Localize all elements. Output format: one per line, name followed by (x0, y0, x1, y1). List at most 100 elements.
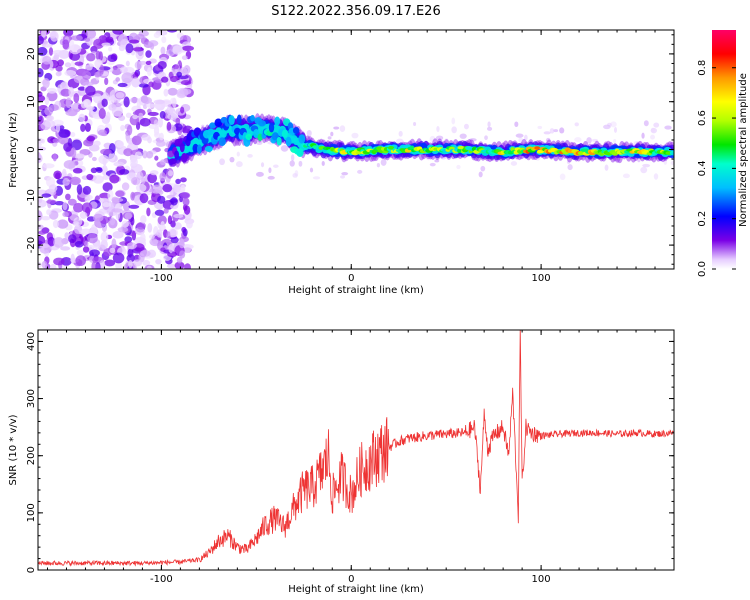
heatmap-cell (62, 201, 68, 211)
heatmap-cell (169, 228, 177, 238)
heatmap-cell (98, 197, 110, 203)
heatmap-cell (172, 64, 180, 70)
heatmap-cell (142, 97, 153, 104)
heatmap-noise-layer (38, 30, 674, 269)
heatmap-cell (480, 165, 486, 172)
heatmap-cell (63, 142, 73, 152)
heatmap-cell (96, 167, 103, 173)
heatmap-cell (306, 129, 312, 137)
heatmap-cell (436, 125, 440, 133)
heatmap-cell (296, 147, 304, 158)
heatmap-cell (88, 144, 100, 152)
heatmap-cell (53, 257, 65, 266)
heatmap-cell (161, 76, 169, 83)
heatmap-cell (355, 150, 363, 155)
heatmap-cell (204, 145, 213, 152)
heatmap-cell (170, 203, 179, 210)
heatmap-cell (133, 259, 143, 267)
heatmap-cell (176, 256, 183, 264)
heatmap-cell (120, 66, 128, 74)
heatmap-cell (94, 71, 101, 78)
heatmap-cell (398, 130, 403, 137)
heatmap-cell (121, 182, 130, 191)
heatmap-cell (111, 68, 122, 76)
heatmap-cell (48, 184, 58, 193)
figure-title: S122.2022.356.09.17.E26 (271, 4, 440, 19)
heatmap-cell (179, 191, 191, 199)
heatmap-cell (276, 136, 282, 146)
heatmap-cell (112, 30, 124, 35)
heatmap-cell (42, 78, 50, 89)
heatmap-cell (643, 120, 649, 127)
heatmap-cell (298, 134, 306, 144)
heatmap-cell (41, 215, 51, 221)
heatmap-cell (79, 148, 91, 156)
heatmap-cell (603, 124, 611, 130)
heatmap-cell (180, 80, 192, 86)
heatmap-cell (435, 135, 444, 141)
heatmap-cell (549, 128, 555, 134)
heatmap-cell (118, 115, 126, 122)
heatmap-cell (166, 30, 178, 33)
heatmap-cell (90, 224, 98, 235)
heatmap-cell (100, 148, 112, 155)
heatmap-cell (52, 153, 57, 162)
heatmap-cell (106, 95, 113, 101)
heatmap-cell (290, 154, 295, 162)
heatmap-cell (117, 82, 128, 88)
heatmap-cell (44, 120, 56, 128)
heatmap-cell (651, 127, 655, 133)
heatmap-cell (650, 134, 655, 140)
colorbar-tick-label: 0.4 (697, 160, 708, 176)
snr-ticks: -100 0 100 0 100 200 300 400 (26, 329, 675, 585)
heatmap-cell (157, 117, 163, 128)
heatmap-cell (84, 196, 91, 202)
heatmap-cell (52, 49, 64, 56)
heatmap-cell (153, 99, 165, 105)
heatmap-cell (148, 81, 154, 88)
heatmap-cell (55, 71, 62, 77)
heatmap-cell (176, 71, 183, 78)
heatmap-cell (74, 61, 84, 66)
heatmap-cell (139, 249, 151, 257)
heatmap-cell (280, 145, 289, 152)
heatmap-cell (38, 94, 46, 103)
heatmap-cell (52, 138, 60, 144)
heatmap-cell (159, 172, 166, 182)
heatmap-cell (68, 234, 77, 244)
heatmap-cell (574, 137, 582, 143)
heatmap-cell (97, 129, 107, 136)
heatmap-cell (145, 150, 154, 159)
heatmap-cell (515, 133, 524, 138)
heatmap-cell (128, 204, 140, 209)
heatmap-cell (86, 30, 97, 39)
heatmap-cell (123, 96, 130, 108)
heatmap-cell (132, 47, 145, 52)
heatmap-cell (156, 229, 163, 238)
heatmap-cell (145, 103, 156, 108)
heatmap-cell (130, 177, 141, 186)
heatmap-cell (77, 86, 87, 91)
heatmap-cell (93, 38, 105, 49)
heatmap-cell (147, 111, 159, 117)
heatmap-xlabel: Height of straight line (km) (288, 285, 424, 296)
heatmap-cell (182, 45, 194, 52)
heatmap-cell (245, 133, 253, 141)
heatmap-cell (376, 162, 380, 168)
heatmap-cell (142, 259, 151, 266)
heatmap-cell (98, 108, 106, 119)
heatmap-cell (138, 112, 144, 119)
heatmap-cell (76, 184, 83, 195)
heatmap-cell (38, 114, 44, 125)
heatmap-cell (130, 97, 139, 104)
heatmap-cell (172, 184, 181, 193)
heatmap-cell (105, 36, 114, 43)
heatmap-cell (409, 145, 415, 150)
heatmap-cell (112, 252, 125, 264)
heatmap-cell (125, 112, 132, 119)
heatmap-cell (351, 132, 359, 139)
heatmap-cell (85, 85, 96, 96)
heatmap-cell (181, 152, 188, 163)
heatmap-cell (70, 132, 76, 138)
heatmap-cell (86, 53, 96, 62)
